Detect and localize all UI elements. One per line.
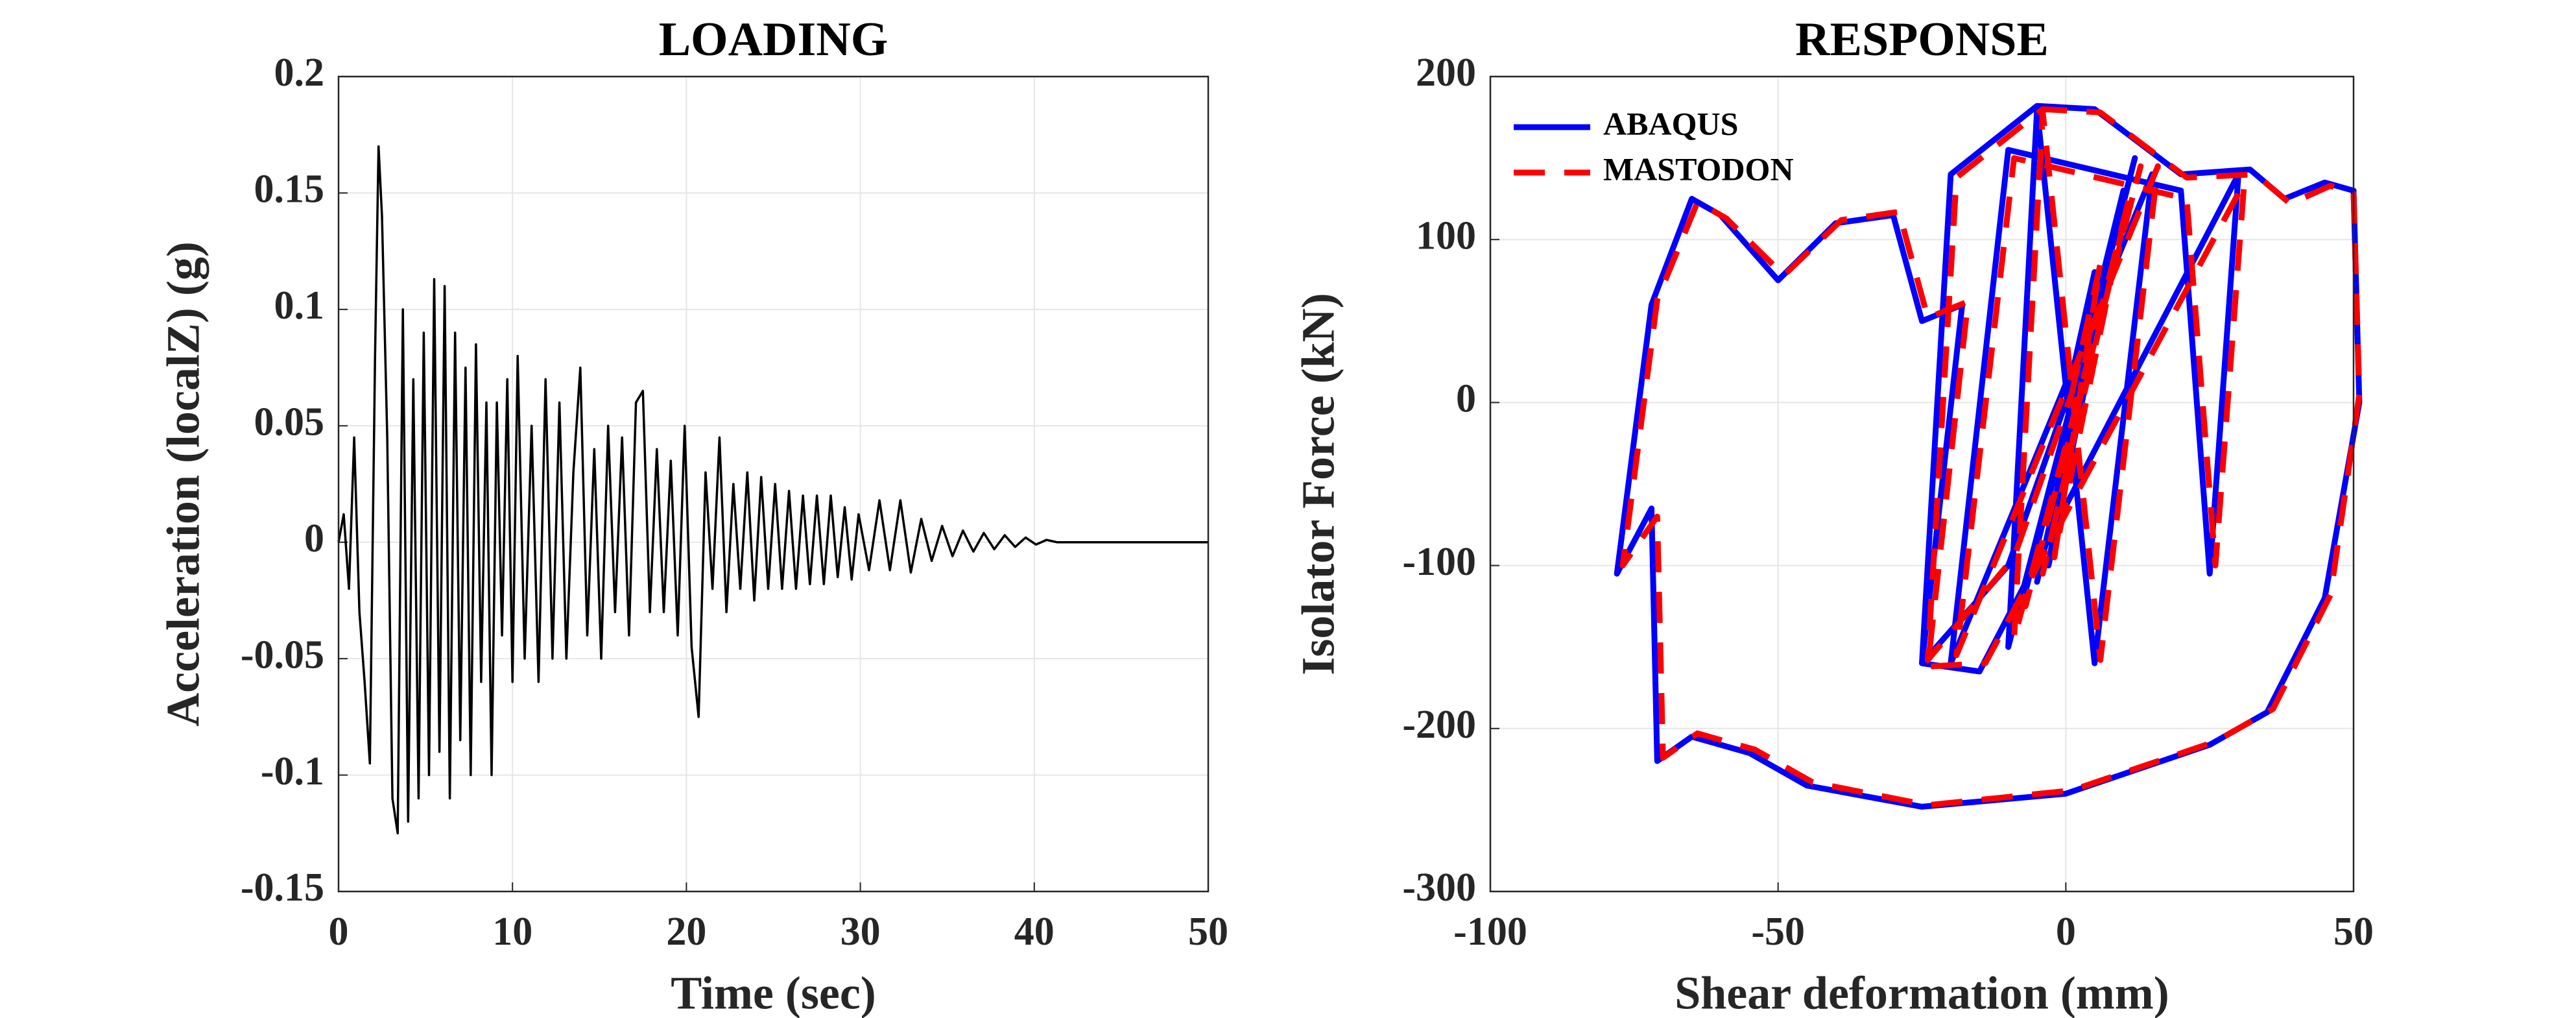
y-tick-label: -300 [1402, 866, 1476, 910]
y-tick-label: 100 [1416, 213, 1476, 258]
y-tick-label: 200 [1416, 51, 1476, 95]
x-tick-label: 50 [2333, 910, 2374, 954]
x-axis-label: Time (sec) [671, 967, 876, 1018]
x-tick-label: 10 [492, 910, 532, 954]
x-tick-label: 40 [1014, 910, 1055, 954]
y-tick-label: 0 [304, 516, 324, 561]
y-tick-label: 0.2 [274, 51, 325, 95]
y-tick-label: -0.15 [241, 866, 324, 910]
y-tick-label: -0.05 [241, 633, 324, 677]
x-axis-label: Shear deformation (mm) [1675, 967, 2169, 1018]
chart-title: RESPONSE [1795, 13, 2049, 66]
x-tick-label: -100 [1453, 910, 1527, 954]
y-tick-label: 0.05 [254, 400, 325, 444]
axes-box [1489, 75, 2355, 893]
plot-area [339, 77, 1208, 891]
y-tick-label: 0.15 [254, 167, 325, 212]
x-tick-label: 0 [329, 910, 349, 954]
data-line [1614, 103, 2363, 810]
legend-label: MASTODON [1603, 151, 1794, 187]
legend-label: ABAQUS [1603, 105, 1738, 141]
y-tick-label: -200 [1402, 703, 1476, 747]
chart-title: LOADING [659, 13, 888, 66]
data-line [1619, 106, 2363, 808]
x-tick-label: 30 [841, 910, 881, 954]
x-tick-label: -50 [1751, 910, 1805, 954]
axes-box [337, 75, 1210, 893]
x-tick-label: 20 [666, 910, 706, 954]
y-tick-label: -0.1 [261, 749, 324, 794]
data-line [337, 145, 1208, 835]
y-tick-label: -100 [1402, 540, 1476, 584]
y-tick-label: 0.1 [274, 284, 325, 328]
y-axis-label: Isolator Force (kN) [1293, 293, 1344, 675]
y-axis-label: Acceleration (localZ) (g) [158, 241, 209, 727]
x-tick-label: 50 [1188, 910, 1228, 954]
y-tick-label: 0 [1456, 377, 1476, 421]
x-tick-label: 0 [2056, 910, 2076, 954]
